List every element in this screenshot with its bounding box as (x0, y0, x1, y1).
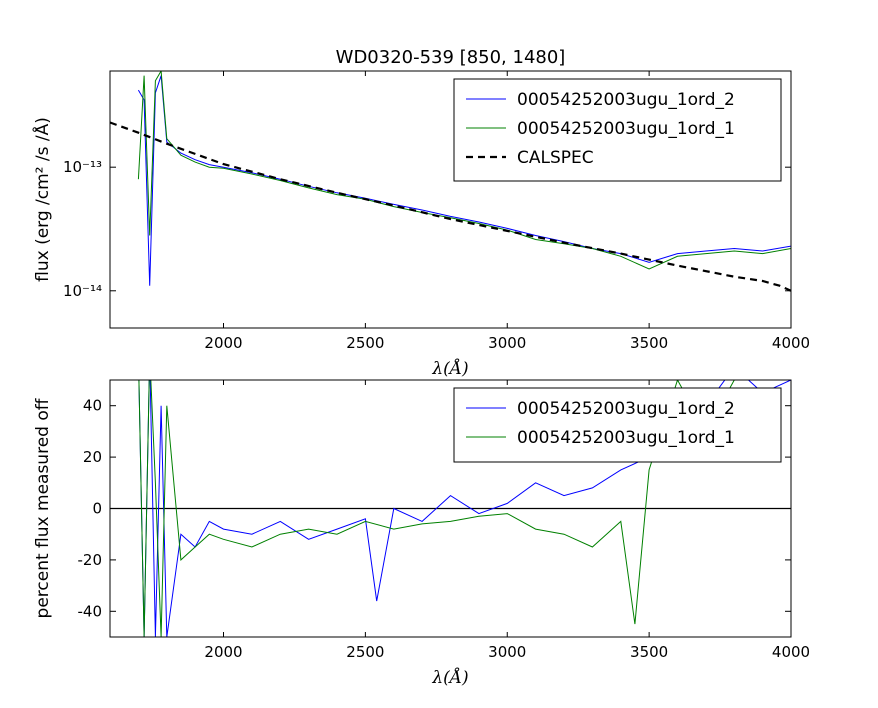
flux-y-ticks: 10⁻¹⁴ 10⁻¹³ (63, 158, 791, 300)
percent-y-axis-label: percent flux measured off (33, 397, 53, 618)
flux-plot-frame (109, 70, 792, 329)
x-tick-label: 2500 (346, 334, 384, 352)
x-tick-label: 2500 (346, 643, 384, 661)
flux-y-axis-label: flux (erg /cm² /s /Å) (31, 117, 53, 282)
flux-plot-area (110, 71, 791, 292)
y-tick-label: 0 (92, 500, 102, 518)
percent-legend: 00054252003ugu_1ord_2 00054252003ugu_1ord… (453, 387, 782, 463)
x-tick-label: 2000 (204, 643, 242, 661)
percent-y-ticks: -40 -20 0 20 40 (78, 397, 791, 620)
y-tick-label: 10⁻¹⁴ (63, 282, 102, 300)
percent-chart: 2000 2500 3000 3500 4000 -40 -20 0 20 40 λ(Å) pe… (33, 379, 810, 688)
legend-label: 00054252003ugu_1ord_2 (517, 399, 735, 419)
y-tick-label: 20 (83, 448, 102, 466)
x-tick-label: 3000 (488, 334, 526, 352)
x-tick-label: 3000 (488, 643, 526, 661)
percent-x-axis-label: λ(Å) (431, 667, 468, 688)
flux-chart: WD0320-539 [850, 1480] 2000 2500 3000 3500 4… (31, 47, 810, 379)
x-tick-label: 3500 (630, 643, 668, 661)
x-tick-label: 4000 (772, 334, 810, 352)
flux-x-axis-label: λ(Å) (431, 358, 468, 379)
flux-x-ticks: 2000 2500 3000 3500 4000 (204, 71, 810, 352)
legend-label: 00054252003ugu_1ord_1 (517, 119, 735, 139)
legend-label: 00054252003ugu_1ord_1 (517, 428, 735, 448)
legend-box (453, 387, 782, 463)
y-tick-label: -40 (78, 602, 103, 620)
y-tick-label: 40 (83, 397, 102, 415)
legend-label: CALSPEC (517, 148, 594, 168)
x-tick-label: 3500 (630, 334, 668, 352)
percent-x-ticks: 2000 2500 3000 3500 4000 (204, 380, 810, 661)
flux-legend: 00054252003ugu_1ord_2 00054252003ugu_1ord… (453, 78, 782, 182)
x-tick-label: 2000 (204, 334, 242, 352)
x-tick-label: 4000 (772, 643, 810, 661)
y-tick-label: 10⁻¹³ (63, 158, 102, 176)
y-tick-label: -20 (78, 551, 103, 569)
chart-title: WD0320-539 [850, 1480] (336, 47, 566, 68)
series-line-1 (138, 380, 791, 637)
legend-box (453, 78, 782, 182)
legend-label: 00054252003ugu_1ord_2 (517, 90, 735, 110)
series-line-2 (110, 121, 791, 292)
